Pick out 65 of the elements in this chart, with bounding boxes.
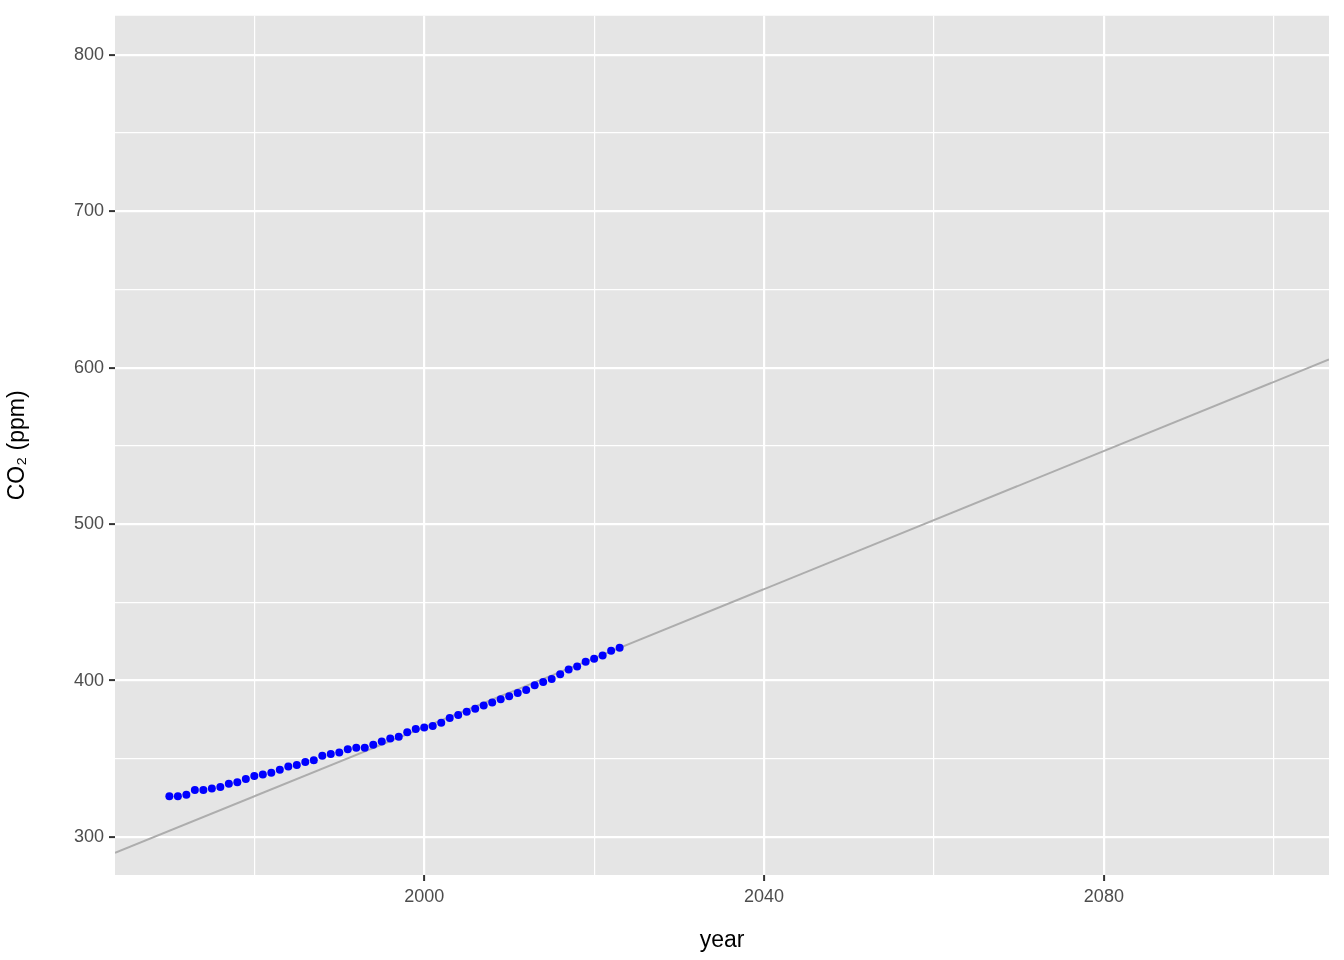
point xyxy=(479,701,488,710)
point xyxy=(301,757,310,766)
point xyxy=(428,721,437,730)
point xyxy=(437,718,446,727)
point xyxy=(462,707,471,716)
point xyxy=(360,743,369,752)
point xyxy=(411,725,420,734)
point xyxy=(224,779,233,788)
point xyxy=(488,698,497,707)
point xyxy=(267,768,276,777)
point xyxy=(250,771,259,780)
point xyxy=(598,651,607,660)
point xyxy=(496,695,505,704)
x-tick-label: 2080 xyxy=(1083,885,1124,906)
point xyxy=(207,784,216,793)
point xyxy=(471,704,480,713)
point xyxy=(165,792,174,801)
point xyxy=(564,665,573,674)
point xyxy=(326,750,335,759)
point xyxy=(454,710,463,719)
point xyxy=(241,775,250,784)
point xyxy=(505,692,514,701)
point xyxy=(369,740,378,749)
y-tick-label: 400 xyxy=(73,669,104,690)
point xyxy=(445,714,454,723)
point xyxy=(522,685,531,694)
point xyxy=(190,786,199,795)
x-tick-label: 2000 xyxy=(404,885,445,906)
point xyxy=(258,770,267,779)
point xyxy=(216,782,225,791)
y-axis-title: CO₂ (ppm) xyxy=(3,390,30,501)
point xyxy=(335,748,344,757)
point xyxy=(420,723,429,732)
point xyxy=(581,657,590,666)
point xyxy=(233,778,242,787)
y-tick-label: 500 xyxy=(73,513,104,534)
point xyxy=(394,732,403,741)
point xyxy=(173,792,182,801)
point xyxy=(615,643,624,652)
point xyxy=(377,737,386,746)
point xyxy=(352,743,361,752)
y-tick-label: 700 xyxy=(73,200,104,221)
point xyxy=(590,654,599,663)
y-tick-label: 300 xyxy=(73,825,104,846)
x-axis-title: year xyxy=(699,925,745,952)
point xyxy=(182,790,191,799)
point xyxy=(292,761,301,770)
y-tick-label: 800 xyxy=(73,43,104,64)
point xyxy=(284,762,293,771)
point xyxy=(199,786,208,795)
point xyxy=(513,689,522,698)
point xyxy=(556,670,565,679)
point xyxy=(530,681,539,690)
point xyxy=(343,745,352,754)
x-tick-label: 2040 xyxy=(744,885,785,906)
point xyxy=(403,728,412,737)
point xyxy=(547,674,556,683)
point xyxy=(318,751,327,760)
point xyxy=(309,756,318,765)
point xyxy=(539,678,548,687)
y-tick-label: 600 xyxy=(73,356,104,377)
point xyxy=(386,734,395,743)
point xyxy=(275,765,284,774)
point xyxy=(573,662,582,671)
point xyxy=(607,646,616,655)
